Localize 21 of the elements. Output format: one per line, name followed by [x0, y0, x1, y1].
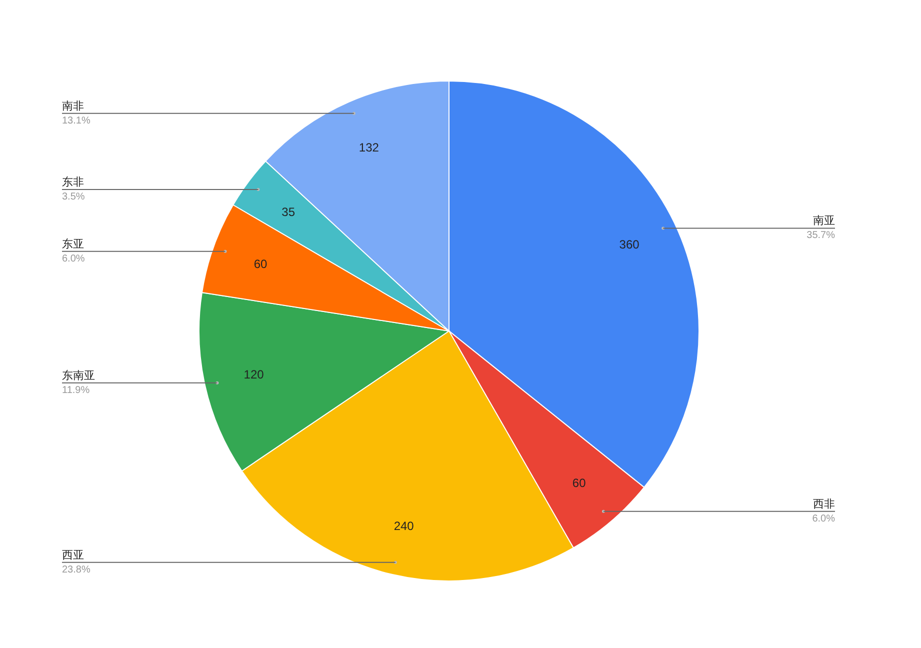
slice-label: 东南亚 — [62, 368, 95, 382]
slice-label: 东亚 — [62, 237, 84, 250]
data-label: 360 — [619, 237, 640, 252]
text: 35.7% — [806, 230, 836, 242]
slice-label: 西亚 — [62, 549, 84, 562]
data-label: 120 — [244, 368, 264, 382]
text: 6.0% — [812, 513, 836, 524]
data-label: 60 — [572, 476, 586, 490]
data-label: 240 — [394, 518, 414, 533]
data-label: 35 — [282, 204, 296, 219]
slice-label: 西非 — [813, 497, 835, 510]
data-label: 60 — [254, 257, 268, 271]
text: 6.0% — [62, 253, 85, 264]
slice-label: 东非 — [62, 176, 84, 189]
text: 13.1% — [62, 115, 90, 126]
text: 11.9% — [62, 384, 90, 396]
slice-label: 南非 — [62, 99, 84, 112]
text: 3.5% — [62, 192, 85, 203]
text: 23.8% — [62, 564, 90, 576]
data-label: 132 — [358, 140, 380, 155]
slice-label: 南亚 — [813, 214, 835, 228]
